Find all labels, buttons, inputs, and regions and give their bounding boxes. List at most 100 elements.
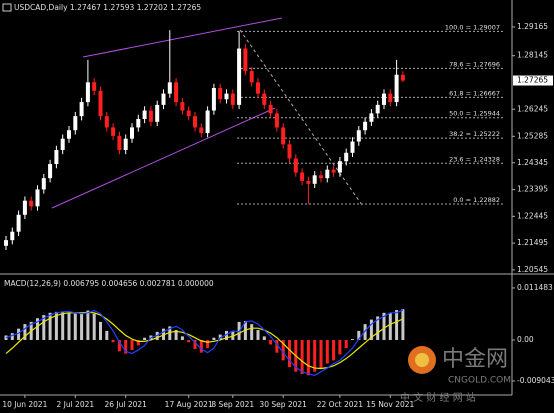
histogram-bar [306,339,310,376]
watermark-site: CNGOLD.COM [448,376,511,386]
candle-body [400,74,405,81]
histogram-bar [351,339,354,340]
candle-body [287,144,292,159]
candle-body [35,189,40,207]
trend-line [51,107,276,209]
candle-body [60,138,65,150]
x-tick-label: 17 Aug 2021 [165,400,213,409]
candle-body [331,169,336,173]
watermark-name: 中金网 [442,347,508,372]
candle-body [274,113,279,128]
candle-body [300,172,305,181]
histogram-bar [80,312,84,340]
candle-body [29,200,34,207]
fib-label: 38.2 = 1.25222 [449,130,500,138]
histogram-bar [136,339,140,346]
candle-body [85,82,90,103]
histogram-bar [61,311,65,340]
histogram-bar [369,319,373,340]
candle-body [394,74,399,103]
histogram-bar [67,312,71,340]
candle-body [161,93,166,105]
y-tick-label: 1.22445 [517,211,548,220]
histogram-bar [10,333,14,340]
candle-body [104,116,109,128]
candle-body [375,104,380,114]
histogram-bar [225,330,228,340]
candle-body [363,121,368,131]
histogram-bar [395,310,399,340]
chart-title: USDCAD,Daily 1.27467 1.27593 1.27202 1.2… [14,3,201,12]
x-tick-label: 22 Oct 2021 [317,400,364,409]
histogram-bar [117,339,121,352]
candle-body [268,104,273,114]
x-tick-label: 15 Nov 2021 [366,400,414,409]
y-tick-label: 1.29165 [517,22,548,31]
watermark: 中金网 CNGOLD.COM 中 文 财 经 网 站 [400,346,511,404]
histogram-bar [325,339,329,364]
candle-body [224,93,229,100]
window-icon [2,3,12,12]
histogram-bar [250,324,254,340]
histogram-bar [99,321,102,340]
candle-body [155,104,160,122]
y-tick-label: 1.26245 [517,104,548,113]
histogram-bar [332,339,336,361]
histogram-bar [124,339,128,354]
candle-body [369,113,374,122]
fib-label: 50.0 = 1.25944 [449,110,500,118]
candle-body [67,130,71,139]
histogram-bar [281,339,285,361]
candle-body [117,135,122,150]
histogram-bar [73,313,77,340]
candle-body [22,200,27,215]
histogram-bar [319,339,323,369]
candle-body [130,127,134,139]
current-price-box [513,75,553,86]
candle-body [142,110,147,119]
candle-body [41,178,46,190]
candle-body [319,175,323,179]
histogram-bar [168,326,172,340]
histogram-bar [42,315,46,340]
candle-body [312,175,317,184]
candle-body [199,127,204,134]
candle-body [148,110,153,122]
candle-body [16,214,21,232]
y-tick-label: 1.25285 [517,131,548,140]
candle-body [218,87,223,100]
candle-body [281,127,286,145]
candle-body [211,87,216,111]
candle-body [167,82,172,94]
candle-body [337,161,342,173]
histogram-bar [256,330,260,340]
candle-body [205,110,210,134]
y-tick-label: 0.00 [517,335,534,344]
candle-body [262,93,267,105]
histogram-bar [300,339,304,374]
candle-body [92,82,97,91]
histogram-bar [401,309,405,340]
candle-body [136,118,141,128]
x-tick-label: 8 Sep 2021 [211,400,254,409]
fib-label: 23.6 = 1.24328 [449,155,500,163]
candle-body [350,141,355,153]
candle-body [306,180,311,184]
fib-label: 100.0 = 1.29007 [445,23,500,31]
candle-body [293,158,298,173]
candle-body [344,152,349,162]
histogram-bar [48,312,52,340]
candle-body [249,71,254,83]
histogram-bar [275,339,279,353]
candle-body [193,116,197,128]
candle-body [10,231,15,241]
candle-body [98,90,103,117]
candle-body [73,116,78,131]
candle-body [48,164,53,179]
x-tick-label: 2 Jul 2021 [56,400,94,409]
histogram-bar [92,313,96,340]
indicator-title: MACD(12,26,9) 0.006795 0.004656 0.002781… [4,279,214,288]
histogram-bar [17,328,21,340]
histogram-bar [23,324,27,340]
candle-body [4,240,8,246]
